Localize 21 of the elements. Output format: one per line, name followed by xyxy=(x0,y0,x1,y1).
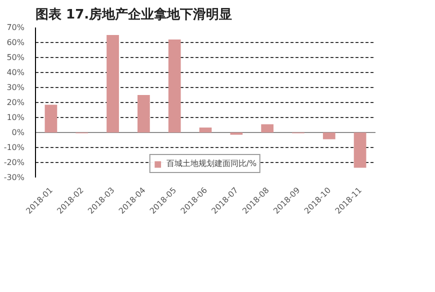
bar xyxy=(44,104,58,132)
bar xyxy=(199,128,212,132)
y-tick-label: 40% xyxy=(6,68,25,77)
y-tick-label: 30% xyxy=(6,83,25,92)
bar xyxy=(354,132,366,168)
y-tick-label: 70% xyxy=(6,23,25,32)
legend-label: 百城土地规划建面同比/% xyxy=(166,158,257,169)
y-tick-label: -10% xyxy=(4,143,25,152)
y-tick-label: 20% xyxy=(6,98,25,107)
y-tick-label: 60% xyxy=(6,38,25,47)
bar xyxy=(168,40,181,132)
bar xyxy=(261,124,274,132)
y-tick-label: 10% xyxy=(6,113,25,122)
y-tick-label: -30% xyxy=(4,173,25,182)
bar xyxy=(106,35,119,132)
y-tick-label: 50% xyxy=(6,53,25,62)
y-tick-label: -20% xyxy=(4,158,25,167)
chart-title: 图表 17.房地产企业拿地下滑明显 xyxy=(36,6,232,22)
bar xyxy=(322,132,336,140)
y-tick-label: 0% xyxy=(12,128,25,137)
bar xyxy=(138,95,150,132)
